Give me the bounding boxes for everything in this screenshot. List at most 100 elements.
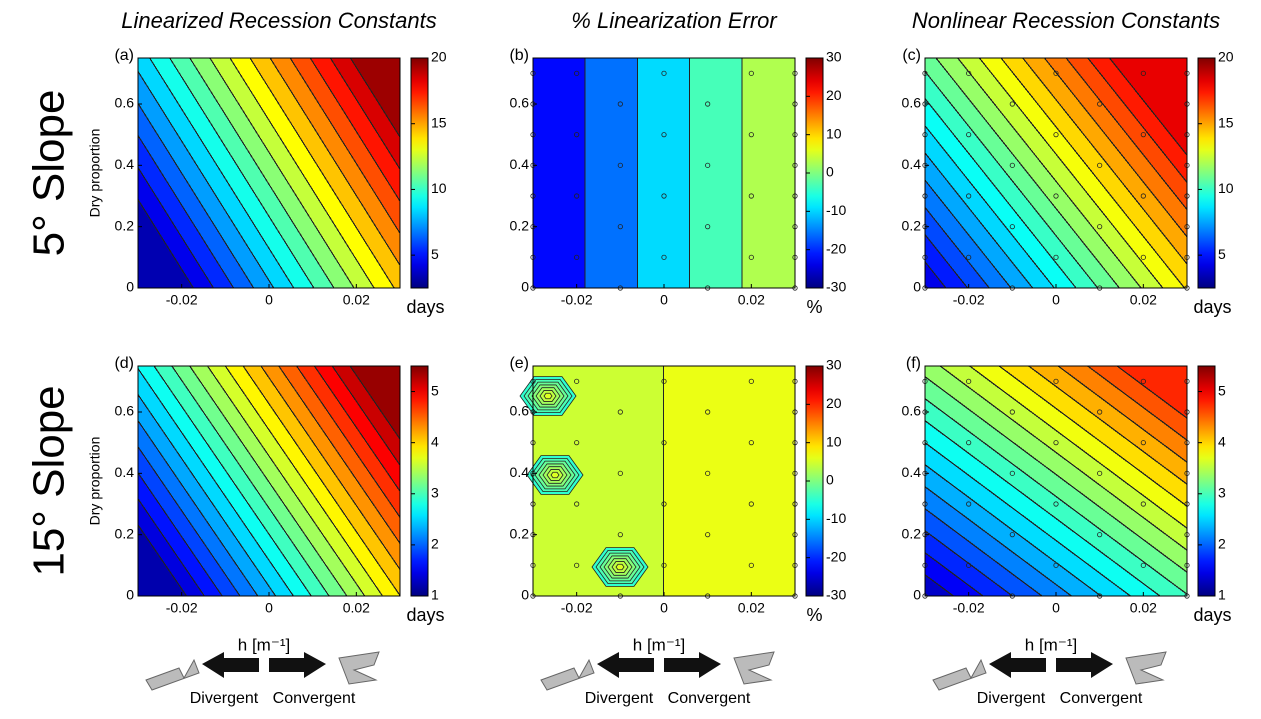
y-tick-label: 0.4 <box>510 156 530 172</box>
colorbar-tick-label: 5 <box>1218 382 1226 398</box>
sample-point <box>1140 501 1146 507</box>
colorbar-tick-label: 0 <box>826 164 834 180</box>
sample-point <box>1097 224 1103 230</box>
colorbar-tick-label: 30 <box>826 49 842 65</box>
colorbar <box>1197 57 1216 289</box>
hillslope-divergent <box>540 658 595 691</box>
panel-label: (a) <box>114 47 134 64</box>
sample-point <box>966 440 972 446</box>
x-tick-label: 0.02 <box>343 600 370 616</box>
sample-point <box>574 254 580 260</box>
panel-label: (b) <box>509 47 529 64</box>
sample-point <box>966 254 972 260</box>
sample-point <box>966 378 972 384</box>
colorbar-tick-label: 4 <box>431 433 439 449</box>
sample-point <box>1009 470 1015 476</box>
y-tick-label: 0.2 <box>902 525 922 541</box>
colorbar-tick-label: 15 <box>1218 114 1234 130</box>
colorbar <box>410 365 429 597</box>
x-tick-label: -0.02 <box>953 292 985 308</box>
sample-point <box>966 193 972 199</box>
sample-point <box>966 70 972 76</box>
sample-point <box>1097 409 1103 415</box>
sample-point <box>661 132 667 138</box>
colorbar <box>1197 365 1216 597</box>
sample-point <box>661 378 667 384</box>
column-title: Nonlinear Recession Constants <box>912 8 1220 33</box>
y-tick-label: 0.2 <box>902 217 922 233</box>
legend-left: Divergent <box>585 690 654 707</box>
column-title: Linearized Recession Constants <box>121 8 437 33</box>
x-tick-label: 0.02 <box>1130 600 1157 616</box>
colorbar-tick-label: 20 <box>1218 49 1234 65</box>
arrow-right <box>269 652 326 678</box>
sample-point <box>1053 132 1059 138</box>
colorbar-tick-label: 10 <box>826 125 842 141</box>
colorbar-tick-label: 2 <box>1218 536 1226 552</box>
contour-field <box>138 366 400 596</box>
sample-point <box>1053 378 1059 384</box>
contour-field <box>925 58 1187 288</box>
sample-point <box>1009 101 1015 107</box>
row-label: 5° Slope <box>25 90 74 257</box>
x-tick-label: 0 <box>660 600 668 616</box>
sample-point <box>1140 132 1146 138</box>
sample-point <box>705 162 711 168</box>
panel-label: (d) <box>114 355 134 372</box>
sample-point <box>966 562 972 568</box>
panel-label: (e) <box>509 355 529 372</box>
colorbar-tick-label: 10 <box>1218 180 1234 196</box>
x-tick-label: 0 <box>660 292 668 308</box>
colorbar-tick-label: -30 <box>826 587 846 603</box>
legend-left: Divergent <box>190 690 259 707</box>
colorbar-tick-label: 10 <box>431 180 447 196</box>
sample-point <box>966 501 972 507</box>
hillslope-convergent <box>1125 651 1167 685</box>
legend-right: Convergent <box>273 690 356 707</box>
x-tick-label: -0.02 <box>953 600 985 616</box>
x-tick-label: 0 <box>1052 292 1060 308</box>
sample-point <box>1097 101 1103 107</box>
sample-point <box>748 132 754 138</box>
x-tick-label: 0 <box>265 600 273 616</box>
contour-ring <box>550 471 560 479</box>
sample-point <box>1053 70 1059 76</box>
sample-point <box>1140 70 1146 76</box>
sample-point <box>574 132 580 138</box>
y-tick-label: 0 <box>913 279 921 295</box>
colorbar-tick-label: -30 <box>826 279 846 295</box>
colorbar-tick-label: 30 <box>826 357 842 373</box>
sample-point <box>1053 254 1059 260</box>
sample-point <box>748 378 754 384</box>
sample-point <box>1009 532 1015 538</box>
legend-axis-label: h [m⁻¹] <box>1025 635 1077 654</box>
sample-point <box>661 254 667 260</box>
colorbar-tick-label: 4 <box>1218 433 1226 449</box>
sample-point <box>574 440 580 446</box>
sample-point <box>574 501 580 507</box>
y-tick-label: 0.4 <box>902 156 922 172</box>
sample-point <box>1140 254 1146 260</box>
panel-label: (c) <box>902 47 921 64</box>
x-tick-label: -0.02 <box>166 600 198 616</box>
sample-point <box>1097 532 1103 538</box>
x-tick-label: 0.02 <box>738 292 765 308</box>
colorbar-tick-label: -20 <box>826 240 846 256</box>
sample-point <box>748 70 754 76</box>
legend-right: Convergent <box>668 690 751 707</box>
sample-point <box>705 532 711 538</box>
colorbar-tick-label: 5 <box>1218 246 1226 262</box>
y-axis-label: Dry proportion <box>87 437 103 526</box>
x-tick-label: 0.02 <box>1130 292 1157 308</box>
y-tick-label: 0.6 <box>510 403 530 419</box>
y-tick-label: 0 <box>521 279 529 295</box>
sample-point <box>617 532 623 538</box>
colorbar-tick-label: 3 <box>1218 484 1226 500</box>
colorbar-tick-label: 15 <box>431 114 447 130</box>
row-label: 15° Slope <box>25 385 74 576</box>
y-tick-label: 0.6 <box>902 95 922 111</box>
y-tick-label: 0.6 <box>115 403 135 419</box>
hillslope-divergent <box>145 658 200 691</box>
sample-point <box>617 409 623 415</box>
legend-left: Divergent <box>977 690 1046 707</box>
